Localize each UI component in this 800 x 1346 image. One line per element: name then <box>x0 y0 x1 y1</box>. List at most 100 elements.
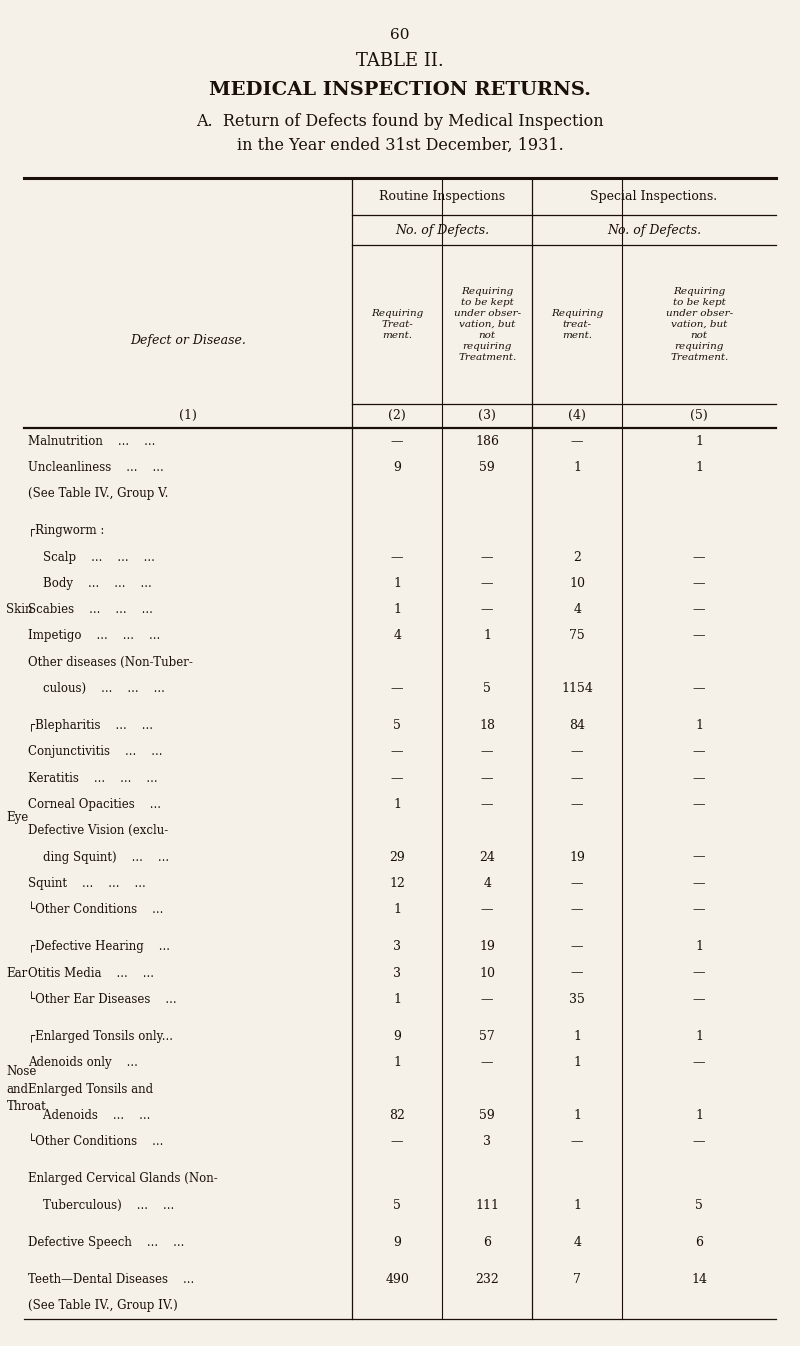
Text: 1: 1 <box>394 798 402 812</box>
Text: —: — <box>481 993 494 1005</box>
Text: 59: 59 <box>479 460 495 474</box>
Text: —: — <box>571 903 583 917</box>
Text: 19: 19 <box>570 851 585 864</box>
Text: Throat: Throat <box>6 1100 46 1113</box>
Text: —: — <box>693 630 706 642</box>
Text: culous)    ...    ...    ...: culous) ... ... ... <box>28 682 165 695</box>
Text: A.  Return of Defects found by Medical Inspection: A. Return of Defects found by Medical In… <box>196 113 604 129</box>
Text: 1: 1 <box>573 1030 581 1043</box>
Text: 7: 7 <box>574 1273 581 1287</box>
Text: 1: 1 <box>483 630 491 642</box>
Text: Otitis Media    ...    ...: Otitis Media ... ... <box>28 966 154 980</box>
Text: 59: 59 <box>479 1109 495 1121</box>
Text: —: — <box>693 577 706 590</box>
Text: —: — <box>571 798 583 812</box>
Text: 4: 4 <box>573 603 581 616</box>
Text: (2): (2) <box>388 409 406 423</box>
Text: —: — <box>571 1135 583 1148</box>
Text: —: — <box>481 798 494 812</box>
Text: 1: 1 <box>394 903 402 917</box>
Text: —: — <box>481 771 494 785</box>
Text: 1: 1 <box>394 993 402 1005</box>
Text: 5: 5 <box>394 719 401 732</box>
Text: Squint    ...    ...    ...: Squint ... ... ... <box>28 876 146 890</box>
Text: 9: 9 <box>394 1030 401 1043</box>
Text: Enlarged Cervical Glands (Non-: Enlarged Cervical Glands (Non- <box>28 1172 218 1186</box>
Text: —: — <box>391 435 403 448</box>
Text: Ear: Ear <box>6 966 28 980</box>
Text: —: — <box>571 941 583 953</box>
Text: 5: 5 <box>695 1199 703 1211</box>
Text: Nose: Nose <box>6 1065 37 1078</box>
Text: 18: 18 <box>479 719 495 732</box>
Text: (5): (5) <box>690 409 708 423</box>
Text: 5: 5 <box>483 682 491 695</box>
Text: 186: 186 <box>475 435 499 448</box>
Text: Malnutrition    ...    ...: Malnutrition ... ... <box>28 435 155 448</box>
Text: MEDICAL INSPECTION RETURNS.: MEDICAL INSPECTION RETURNS. <box>209 81 591 100</box>
Text: 1: 1 <box>695 435 703 448</box>
Text: ┌Defective Hearing    ...: ┌Defective Hearing ... <box>28 941 170 953</box>
Text: 1: 1 <box>695 719 703 732</box>
Text: ┌Blepharitis    ...    ...: ┌Blepharitis ... ... <box>28 719 153 732</box>
Text: 84: 84 <box>570 719 586 732</box>
Text: —: — <box>481 577 494 590</box>
Text: 6: 6 <box>483 1236 491 1249</box>
Text: Teeth—Dental Diseases    ...: Teeth—Dental Diseases ... <box>28 1273 194 1287</box>
Text: ┌Ringworm :: ┌Ringworm : <box>28 525 104 537</box>
Text: Requiring
treat-
ment.: Requiring treat- ment. <box>551 308 603 341</box>
Text: (See Table IV., Group V.: (See Table IV., Group V. <box>28 487 168 501</box>
Text: —: — <box>571 746 583 759</box>
Text: and: and <box>6 1082 29 1096</box>
Text: Defective Vision (exclu-: Defective Vision (exclu- <box>28 824 168 837</box>
Text: —: — <box>693 771 706 785</box>
Text: Routine Inspections: Routine Inspections <box>379 190 505 203</box>
Text: Adenoids    ...    ...: Adenoids ... ... <box>28 1109 150 1121</box>
Text: 4: 4 <box>483 876 491 890</box>
Text: 29: 29 <box>390 851 405 864</box>
Text: (4): (4) <box>568 409 586 423</box>
Text: in the Year ended 31st December, 1931.: in the Year ended 31st December, 1931. <box>237 137 563 153</box>
Text: Body    ...    ...    ...: Body ... ... ... <box>28 577 152 590</box>
Text: —: — <box>693 746 706 759</box>
Text: Keratitis    ...    ...    ...: Keratitis ... ... ... <box>28 771 158 785</box>
Text: Impetigo    ...    ...    ...: Impetigo ... ... ... <box>28 630 160 642</box>
Text: 1: 1 <box>394 603 402 616</box>
Text: —: — <box>693 851 706 864</box>
Text: (See Table IV., Group IV.): (See Table IV., Group IV.) <box>28 1299 178 1312</box>
Text: 4: 4 <box>394 630 402 642</box>
Text: 490: 490 <box>386 1273 409 1287</box>
Text: (3): (3) <box>478 409 496 423</box>
Text: No. of Defects.: No. of Defects. <box>607 223 701 237</box>
Text: Special Inspections.: Special Inspections. <box>590 190 718 203</box>
Text: └Other Ear Diseases    ...: └Other Ear Diseases ... <box>28 993 177 1005</box>
Text: Uncleanliness    ...    ...: Uncleanliness ... ... <box>28 460 164 474</box>
Text: Other diseases (Non-Tuber-: Other diseases (Non-Tuber- <box>28 656 193 669</box>
Text: 3: 3 <box>394 941 402 953</box>
Text: 75: 75 <box>570 630 585 642</box>
Text: 5: 5 <box>394 1199 401 1211</box>
Text: —: — <box>693 993 706 1005</box>
Text: —: — <box>571 771 583 785</box>
Text: Conjunctivitis    ...    ...: Conjunctivitis ... ... <box>28 746 162 759</box>
Text: —: — <box>481 903 494 917</box>
Text: Defect or Disease.: Defect or Disease. <box>130 334 246 347</box>
Text: —: — <box>391 682 403 695</box>
Text: —: — <box>481 551 494 564</box>
Text: Requiring
to be kept
under obser-
vation, but
not
requiring
Treatment.: Requiring to be kept under obser- vation… <box>666 287 733 362</box>
Text: 1: 1 <box>573 460 581 474</box>
Text: Eye: Eye <box>6 812 29 824</box>
Text: 10: 10 <box>479 966 495 980</box>
Text: 1: 1 <box>573 1199 581 1211</box>
Text: —: — <box>693 1135 706 1148</box>
Text: —: — <box>693 903 706 917</box>
Text: —: — <box>693 682 706 695</box>
Text: Scabies    ...    ...    ...: Scabies ... ... ... <box>28 603 153 616</box>
Text: TABLE II.: TABLE II. <box>356 51 444 70</box>
Text: 60: 60 <box>390 28 410 42</box>
Text: —: — <box>391 746 403 759</box>
Text: —: — <box>391 771 403 785</box>
Text: 232: 232 <box>475 1273 499 1287</box>
Text: 57: 57 <box>479 1030 495 1043</box>
Text: 1: 1 <box>573 1109 581 1121</box>
